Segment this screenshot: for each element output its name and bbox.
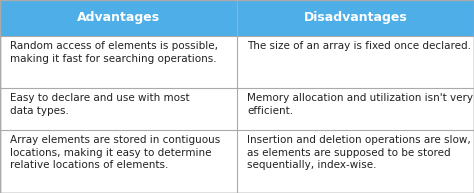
Text: Array elements are stored in contiguous
locations, making it easy to determine
r: Array elements are stored in contiguous … [10,135,221,170]
Text: Advantages: Advantages [77,11,160,25]
Text: The size of an array is fixed once declared.: The size of an array is fixed once decla… [247,41,472,51]
Text: Random access of elements is possible,
making it fast for searching operations.: Random access of elements is possible, m… [10,41,219,63]
Text: Memory allocation and utilization isn't very
efficient.: Memory allocation and utilization isn't … [247,93,474,116]
Bar [0,0,237,36]
Text: Easy to declare and use with most
data types.: Easy to declare and use with most data t… [10,93,190,116]
Text: Disadvantages: Disadvantages [304,11,407,25]
Text: Insertion and deletion operations are slow,
as elements are supposed to be store: Insertion and deletion operations are sl… [247,135,471,170]
Bar [237,0,474,36]
